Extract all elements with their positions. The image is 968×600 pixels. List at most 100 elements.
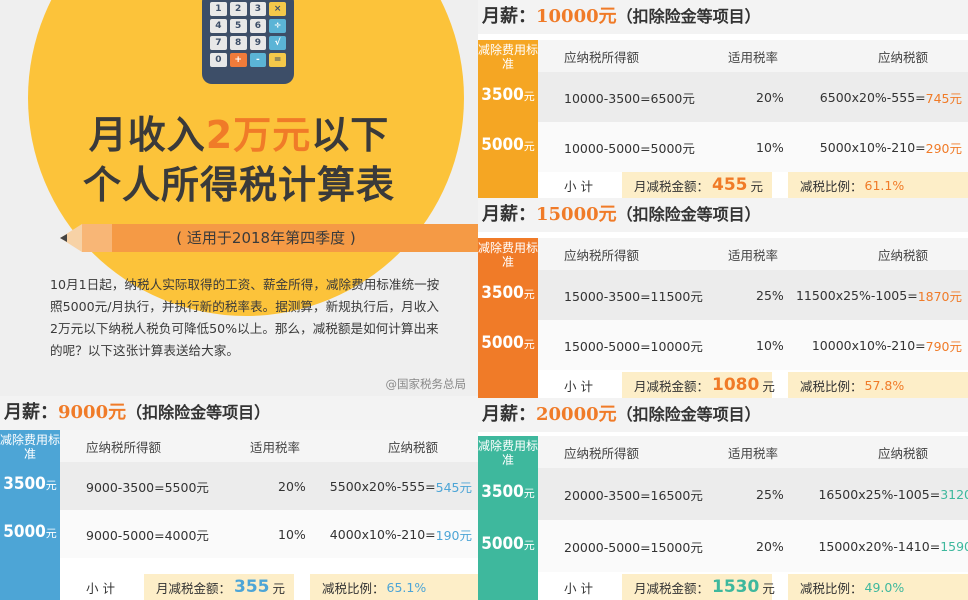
deduction-caption: 减除费用标准	[478, 43, 539, 71]
deduction-column: 减除费用标准 3500元 5000元	[478, 238, 538, 398]
tax-cell: 5500x20%-555= 545元	[329, 478, 472, 495]
deduction-3500: 3500元	[481, 85, 535, 105]
table-row: 10000-5000=5000元 10% 5000x10%-210= 290元	[538, 122, 968, 172]
header-rate: 适用税率	[728, 445, 779, 461]
tax-cell: 4000x10%-210= 190元	[329, 526, 472, 543]
header-tax: 应纳税额	[387, 439, 438, 455]
tax-cell: 16500x25%-1005=3120	[818, 486, 968, 502]
panel-title: 月薪：15000元（扣除险金等项目）	[478, 198, 968, 232]
calculator-key: √	[269, 36, 286, 50]
source-credit: @国家税务总局	[385, 377, 467, 391]
income-cell: 9000-3500=5500元	[86, 479, 209, 495]
table-header: 应纳税所得额 适用税率 应纳税额	[538, 238, 968, 270]
saving-amount: 月减税金额： 455 元	[634, 175, 764, 195]
header-income: 应纳税所得额	[86, 439, 162, 455]
tax-table: 减除费用标准 3500元 5000元 应纳税所得额 适用税率 应纳税额 1000…	[478, 40, 968, 198]
subtotal-label: 小 计	[564, 580, 593, 596]
income-cell: 10000-3500=6500元	[564, 90, 695, 106]
panel-title: 月薪：20000元（扣除险金等项目）	[478, 398, 968, 432]
rate-cell: 25%	[756, 486, 784, 502]
header-rate: 适用税率	[250, 439, 301, 455]
income-cell: 9000-5000=4000元	[86, 527, 209, 543]
rate-cell: 20%	[278, 478, 306, 494]
calculator-key: 5	[229, 19, 247, 33]
calculator-key: -	[249, 53, 267, 67]
tax-cell: 15000x20%-1410=1590	[818, 538, 968, 554]
deduction-5000: 5000元	[3, 522, 57, 542]
rate-cell: 20%	[756, 89, 784, 105]
calculator-icon: 1 2 3 × 4 5 6 ÷ 7 8 9 √ 0 + - =	[202, 0, 294, 84]
table-row: 15000-3500=11500元 25% 11500x25%-1005= 187…	[538, 270, 968, 320]
summary-row: 小 计 月减税金额： 455 元 减税比例： 61.1%	[538, 172, 968, 198]
rate-cell: 10%	[756, 139, 784, 155]
subtotal-label: 小 计	[564, 178, 593, 194]
saving-ratio: 减税比例： 49.0%	[800, 579, 905, 596]
header-income: 应纳税所得额	[564, 247, 640, 263]
calculator-key: 7	[210, 36, 227, 50]
table-header: 应纳税所得额 适用税率 应纳税额	[60, 430, 478, 462]
saving-amount: 月减税金额： 1530 元	[634, 577, 775, 597]
header-tax: 应纳税额	[877, 49, 928, 65]
summary-row: 小 计 月减税金额： 1530 元 减税比例： 49.0%	[538, 574, 968, 600]
calculator-key: 4	[210, 19, 227, 33]
panel-salary-15000: 月薪：15000元（扣除险金等项目） 减除费用标准 3500元 5000元 应纳…	[478, 198, 968, 398]
tax-cell: 6500x20%-555= 745元	[819, 89, 962, 106]
saving-amount: 月减税金额： 355 元	[156, 577, 286, 597]
calculator-key: ×	[269, 2, 286, 16]
income-cell: 10000-5000=5000元	[564, 140, 695, 156]
income-cell: 20000-3500=16500元	[564, 487, 703, 503]
calculator-key: 2	[229, 2, 247, 16]
calculator-keypad: 1 2 3 × 4 5 6 ÷ 7 8 9 √ 0 + - =	[210, 2, 286, 67]
income-cell: 20000-5000=15000元	[564, 539, 703, 555]
headline-line2: 个人所得税计算表	[82, 163, 395, 207]
saving-amount: 月减税金额： 1080 元	[634, 375, 775, 395]
tax-cell: 10000x10%-210= 790元	[811, 337, 962, 354]
saving-ratio: 减税比例： 57.8%	[800, 377, 905, 394]
panel-title: 月薪：9000元（扣除险金等项目）	[0, 396, 478, 430]
summary-row: 小 计 月减税金额： 355 元 减税比例： 65.1%	[60, 574, 478, 600]
pencil-tip-icon	[60, 224, 82, 252]
header-tax: 应纳税额	[877, 247, 928, 263]
calculator-key: 0	[210, 53, 227, 67]
calculator-key: =	[269, 53, 286, 67]
panel-salary-20000: 月薪：20000元（扣除险金等项目） 减除费用标准 3500元 5000元 应纳…	[478, 398, 968, 600]
rate-cell: 10%	[756, 337, 784, 353]
deduction-3500: 3500元	[481, 283, 535, 303]
panel-salary-10000: 月薪：10000元（扣除险金等项目） 减除费用标准 3500元 5000元 应纳…	[478, 0, 968, 198]
deduction-column: 减除费用标准 3500元 5000元	[478, 40, 538, 198]
table-row: 20000-3500=16500元 25% 16500x25%-1005= 312…	[538, 468, 968, 520]
header-rate: 适用税率	[728, 247, 779, 263]
deduction-5000: 5000元	[481, 333, 535, 353]
deduction-column: 减除费用标准 3500元 5000元	[0, 430, 60, 600]
table-row: 9000-5000=4000元 10% 4000x10%-210= 190元	[60, 510, 478, 558]
summary-row: 小 计 月减税金额： 1080 元 减税比例： 57.8%	[538, 372, 968, 398]
calculator-key: 8	[229, 36, 247, 50]
deduction-3500: 3500元	[3, 474, 57, 494]
table-row: 9000-3500=5500元 20% 5500x20%-555= 545元	[60, 462, 478, 510]
header-income: 应纳税所得额	[564, 445, 640, 461]
header-rate: 适用税率	[728, 49, 779, 65]
table-row: 20000-5000=15000元 20% 15000x20%-1410= 159…	[538, 520, 968, 572]
tax-cell: 11500x25%-1005= 1870元	[795, 287, 962, 304]
panel-title: 月薪：10000元（扣除险金等项目）	[478, 0, 968, 34]
subtotal-label: 小 计	[86, 580, 115, 596]
calculator-key: 9	[249, 36, 267, 50]
tax-table: 减除费用标准 3500元 5000元 应纳税所得额 适用税率 应纳税额 1500…	[478, 238, 968, 398]
header-income: 应纳税所得额	[564, 49, 640, 65]
calculator-key: ÷	[269, 19, 286, 33]
deduction-5000: 5000元	[481, 135, 535, 155]
deduction-caption: 减除费用标准	[478, 241, 539, 269]
saving-ratio: 减税比例： 61.1%	[800, 177, 905, 194]
scope-label: ( 适用于2018年第四季度 )	[112, 224, 478, 252]
deduction-5000: 5000元	[481, 534, 535, 554]
rate-cell: 10%	[278, 526, 306, 542]
tax-table: 减除费用标准 3500元 5000元 应纳税所得额 适用税率 应纳税额 9000…	[0, 430, 478, 600]
rate-cell: 25%	[756, 287, 784, 303]
deduction-caption: 减除费用标准	[0, 433, 61, 461]
calculator-key: 1	[210, 2, 227, 16]
deduction-column: 减除费用标准 3500元 5000元	[478, 436, 538, 600]
saving-ratio: 减税比例： 65.1%	[322, 579, 427, 596]
deduction-caption: 减除费用标准	[478, 439, 539, 467]
income-cell: 15000-5000=10000元	[564, 338, 703, 354]
tax-cell: 5000x10%-210= 290元	[819, 139, 962, 156]
